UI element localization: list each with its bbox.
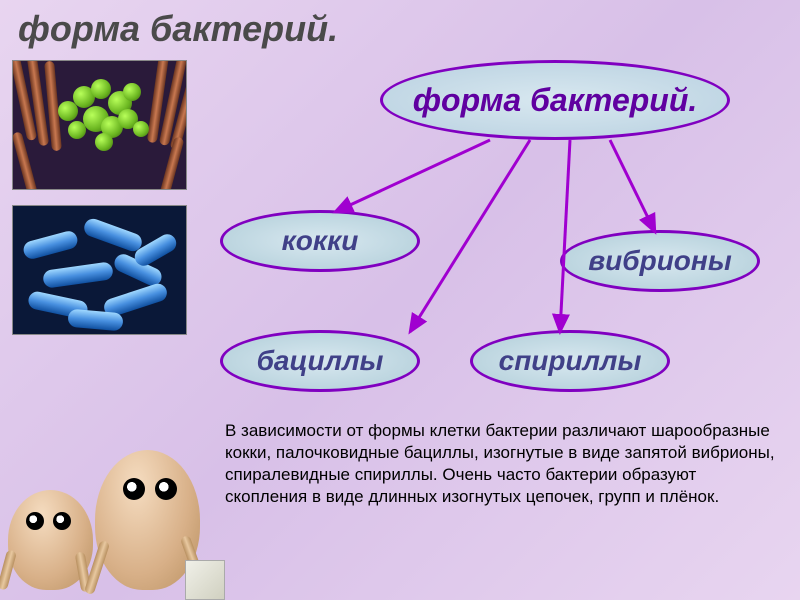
eye-icon <box>155 478 177 500</box>
bacteria-image-1 <box>12 60 187 190</box>
cube-prop <box>185 560 225 600</box>
diagram-child-label: вибрионы <box>588 245 732 277</box>
eye-icon <box>26 512 44 530</box>
diagram-root: форма бактерий. <box>380 60 730 140</box>
diagram-root-label: форма бактерий. <box>413 82 698 119</box>
page-title: форма бактерий. <box>18 8 338 50</box>
diagram-child-kokki: кокки <box>220 210 420 272</box>
diagram-child-label: бациллы <box>257 345 384 377</box>
diagram-child-label: кокки <box>282 225 359 257</box>
diagram-child-label: спириллы <box>499 345 642 377</box>
bacteria-image-2 <box>12 205 187 335</box>
eye-icon <box>123 478 145 500</box>
diagram-child-vibriony: вибрионы <box>560 230 760 292</box>
description-text: В зависимости от формы клетки бактерии р… <box>225 420 780 508</box>
diagram-child-batsilly: бациллы <box>220 330 420 392</box>
eye-icon <box>53 512 71 530</box>
diagram-child-spirilly: спириллы <box>470 330 670 392</box>
cartoon-characters <box>0 440 230 600</box>
